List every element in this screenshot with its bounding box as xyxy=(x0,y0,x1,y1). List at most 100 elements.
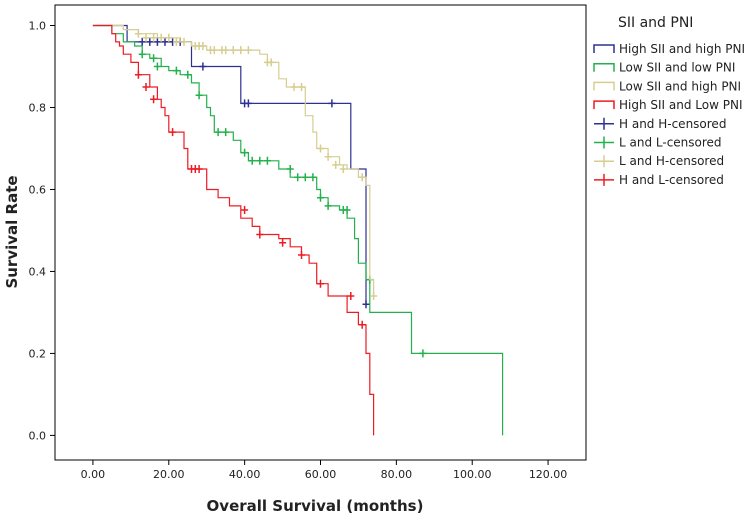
censored-mark xyxy=(161,37,169,46)
censored-mark xyxy=(142,33,150,42)
x-tick-label: 80.00 xyxy=(381,468,413,481)
censored-mark xyxy=(290,83,298,91)
censored-mark xyxy=(237,46,245,55)
censored-mark xyxy=(210,46,218,55)
legend-title: SII and PNI xyxy=(618,15,693,31)
legend-swatch-low-sii-and-low-pni xyxy=(593,62,615,72)
censored-mark xyxy=(244,46,252,55)
censored-mark xyxy=(256,230,264,239)
y-tick-label: 1.0 xyxy=(29,19,47,32)
y-tick-label: 0.4 xyxy=(29,265,47,278)
censored-mark xyxy=(195,165,203,173)
x-tick-label: 120.00 xyxy=(529,468,568,481)
censored-mark xyxy=(214,128,222,137)
survival-curve-low-sii-and-low-pni xyxy=(92,24,504,436)
censored-mark xyxy=(172,66,180,75)
censored-mark xyxy=(184,70,192,79)
legend: SII and PNI High SII and high PNI Low SII… xyxy=(593,15,745,187)
survival-curve-low-sii-and-high-pni xyxy=(92,24,375,296)
x-tick-label: 20.00 xyxy=(153,468,185,481)
censored-mark xyxy=(134,29,142,38)
survival-curve-high-sii-and-low-pni xyxy=(92,24,375,436)
censored-mark xyxy=(172,37,180,46)
legend-label: Low SII and high PNI xyxy=(619,79,741,93)
censored-mark xyxy=(165,33,173,42)
x-axis-title: Overall Survival (months) xyxy=(207,497,424,515)
censored-mark xyxy=(142,83,150,91)
censored-mark xyxy=(317,279,324,288)
plot-frame xyxy=(54,4,587,461)
censored-mark xyxy=(241,148,249,157)
censored-mark xyxy=(138,50,146,59)
censored-mark xyxy=(146,37,154,46)
y-axis-title: Survival Rate xyxy=(3,175,21,288)
censored-mark xyxy=(134,70,142,79)
censored-mark xyxy=(180,37,188,46)
censored-mark xyxy=(286,165,294,173)
censored-mark xyxy=(328,99,336,108)
y-tick-label: 0.2 xyxy=(29,347,47,360)
legend-label: High SII and high PNI xyxy=(619,42,745,56)
censored-mark xyxy=(309,173,317,182)
censored-mark xyxy=(362,300,370,309)
x-tick-label: 100.00 xyxy=(453,468,492,481)
legend-censored-label: L and L-censored xyxy=(619,136,722,150)
legend-censored-swatch xyxy=(594,136,614,149)
censored-mark xyxy=(301,173,309,182)
legend-censored-swatch xyxy=(594,173,614,186)
censored-mark xyxy=(138,37,146,46)
censored-mark xyxy=(199,62,207,71)
censored-mark xyxy=(241,206,249,214)
censored-mark xyxy=(153,37,161,46)
censored-mark xyxy=(298,251,305,259)
y-tick-label: 0.6 xyxy=(29,183,47,196)
censored-mark xyxy=(195,91,203,100)
censored-mark xyxy=(358,320,366,329)
censored-mark xyxy=(419,349,427,358)
censored-mark xyxy=(256,156,264,165)
legend-censored-swatch xyxy=(594,117,614,130)
censored-mark xyxy=(294,173,302,182)
censored-mark xyxy=(263,156,271,165)
censored-mark xyxy=(157,33,165,42)
legend-swatch-high-sii-and-low-pni xyxy=(593,100,615,110)
censored-mark xyxy=(150,54,158,63)
censored-mark xyxy=(267,58,275,67)
censored-mark xyxy=(150,33,158,42)
censored-mark xyxy=(153,62,161,71)
series-low-sii-and-low-pni xyxy=(92,24,504,436)
series-high-sii-and-low-pni xyxy=(92,24,375,436)
censored-mark xyxy=(150,95,158,104)
legend-censored-swatch xyxy=(594,155,614,168)
censored-mark xyxy=(279,238,287,247)
legend-censored-label: H and H-censored xyxy=(619,117,726,131)
legend-label: Low SII and low PNI xyxy=(619,61,735,75)
x-tick-label: 40.00 xyxy=(229,468,261,481)
x-tick-label: 60.00 xyxy=(305,468,337,481)
legend-censored-label: H and L-censored xyxy=(619,173,724,187)
x-tick-label: 0.00 xyxy=(81,468,106,481)
censored-mark xyxy=(244,99,252,108)
censored-mark xyxy=(339,165,347,173)
censored-mark xyxy=(199,42,207,50)
censored-mark xyxy=(332,160,340,169)
legend-swatch-high-sii-and-high-pni xyxy=(593,44,615,53)
censored-mark xyxy=(222,128,230,137)
y-tick-label: 0.0 xyxy=(29,429,47,442)
censored-mark xyxy=(317,193,324,202)
series-low-sii-and-high-pni xyxy=(92,24,378,300)
axis-layer: 0.00 20.00 40.00 60.00 80.00 100.00 120.00 0.0 0… xyxy=(29,19,568,481)
y-tick-label: 0.8 xyxy=(29,101,47,114)
legend-label: High SII and Low PNI xyxy=(619,98,743,112)
censored-mark xyxy=(347,292,355,300)
series-layer xyxy=(92,24,504,436)
censored-mark xyxy=(298,83,305,91)
censored-mark xyxy=(370,292,378,300)
legend-swatch-low-sii-and-high-pni xyxy=(593,81,615,91)
censored-mark xyxy=(324,152,332,161)
censored-mark xyxy=(169,128,177,137)
censored-mark xyxy=(317,144,324,153)
censored-mark xyxy=(324,201,332,210)
censored-mark xyxy=(229,46,237,55)
